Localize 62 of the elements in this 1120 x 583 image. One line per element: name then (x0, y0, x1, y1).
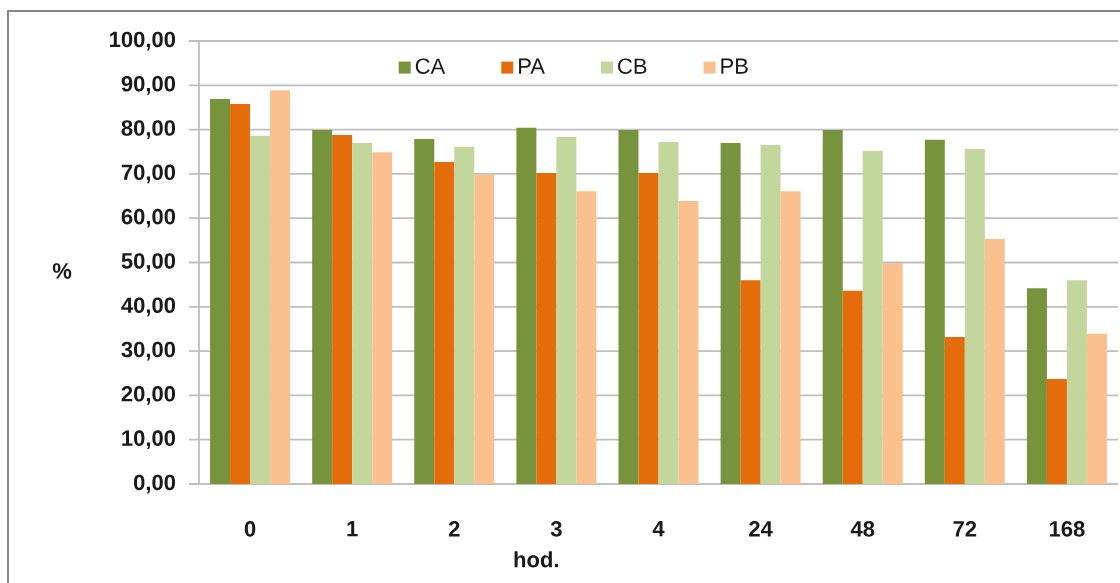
bar (332, 134, 353, 484)
x-tick-label: 0 (244, 521, 256, 537)
bar (678, 200, 699, 484)
bar (842, 290, 863, 484)
x-tick-label: 4 (652, 521, 665, 537)
bar (556, 137, 577, 484)
bar (474, 174, 495, 484)
bar (230, 103, 251, 484)
bar (822, 130, 843, 484)
y-tick-label: 30,00 (121, 341, 176, 361)
bar (372, 152, 393, 484)
y-tick-label: 90,00 (121, 75, 176, 95)
bar (250, 135, 271, 484)
y-tick-label: 20,00 (121, 386, 176, 405)
bar (536, 173, 557, 484)
y-axis-title: % (52, 263, 72, 279)
bar (944, 336, 965, 484)
x-tick-label: 168 (1049, 521, 1085, 537)
y-tick-label: 100,00 (110, 31, 176, 51)
y-tick-label: 80,00 (121, 120, 176, 139)
bar (312, 130, 333, 484)
bar (720, 142, 741, 484)
y-tick-label: 0,00 (134, 474, 176, 494)
x-tick-label: 3 (550, 521, 562, 537)
bar (1066, 280, 1087, 484)
x-axis-title: hod. (514, 551, 558, 568)
bar (454, 146, 475, 484)
x-tick-label: 1 (347, 521, 358, 537)
bar (658, 142, 679, 484)
bar (984, 239, 1005, 484)
bar (516, 127, 537, 484)
bar (1086, 333, 1107, 484)
bar (760, 145, 781, 484)
x-tick-label: 2 (448, 521, 460, 537)
bar (270, 90, 291, 484)
x-tick-label: 48 (850, 521, 875, 537)
y-tick-label: 60,00 (121, 208, 176, 228)
bar (1046, 379, 1067, 484)
x-tick-label: 24 (749, 521, 773, 537)
legend-label: PA (519, 58, 545, 74)
bar (964, 149, 985, 484)
bar (638, 173, 659, 484)
bar (618, 130, 639, 484)
legend-label: PB (721, 58, 748, 74)
y-tick-label: 10,00 (122, 430, 176, 450)
legend-label: CB (618, 58, 647, 74)
bar (210, 99, 231, 484)
bar (434, 161, 455, 484)
bar (882, 262, 903, 484)
x-tick-label: 72 (953, 521, 977, 537)
bar (740, 280, 761, 484)
bar (780, 191, 801, 484)
bar (352, 142, 373, 484)
y-tick-label: 50,00 (121, 253, 176, 272)
bar (862, 150, 883, 484)
bar (576, 191, 597, 484)
bar (1026, 288, 1047, 484)
y-tick-label: 40,00 (121, 297, 176, 317)
bar (924, 139, 945, 484)
legend-label: CA (415, 58, 446, 74)
bar (414, 138, 435, 484)
y-tick-label: 70,00 (121, 164, 176, 184)
